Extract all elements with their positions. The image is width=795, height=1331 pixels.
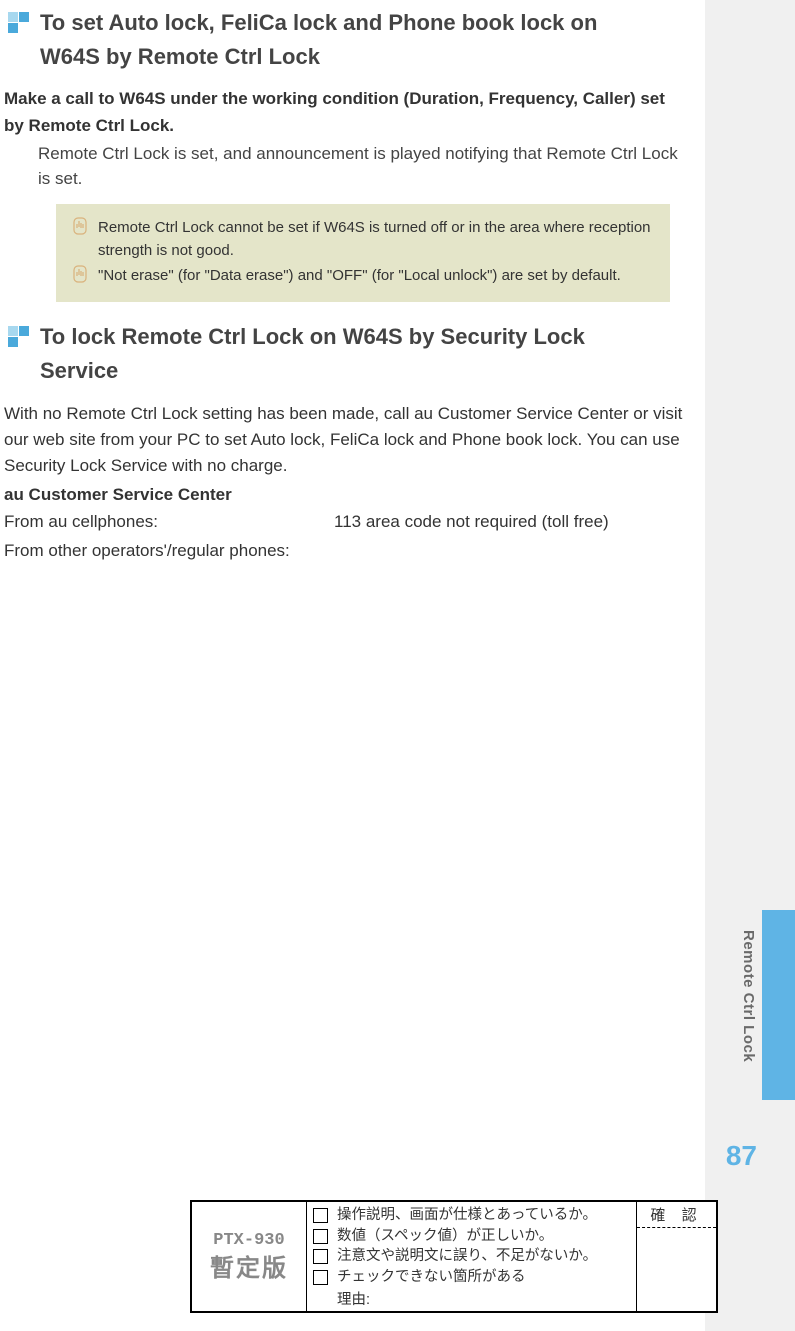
checkbox-icon[interactable] (313, 1208, 328, 1223)
contact-row-2: From other operators'/regular phones: (0, 537, 690, 566)
note-row-1: Remote Ctrl Lock cannot be set if W64S i… (72, 216, 654, 263)
review-checklist-box: PTX-930 暫定版 操作説明、画面が仕様とあっているか。 数値（スペック値）… (190, 1200, 718, 1313)
checkbox-icon[interactable] (313, 1249, 328, 1264)
side-section-label: Remote Ctrl Lock (740, 930, 757, 1062)
page-root: Remote Ctrl Lock 87 To set Auto lock, Fe… (0, 0, 795, 1331)
checkbox-icon[interactable] (313, 1229, 328, 1244)
heading-1-line1: To set Auto lock, FeliCa lock and Phone … (40, 6, 597, 40)
checkbox-icon[interactable] (313, 1270, 328, 1285)
note-box: Remote Ctrl Lock cannot be set if W64S i… (56, 204, 670, 303)
checklist-item-3: 注意文や説明文に誤り、不足がないか。 (313, 1247, 630, 1267)
hand-point-icon (72, 265, 88, 288)
note-text-2: "Not erase" (for "Data erase") and "OFF"… (98, 264, 621, 287)
heading-squares-icon (8, 12, 30, 39)
contact-row-1: From au cellphones: 113 area code not re… (0, 508, 690, 537)
paragraph-2: With no Remote Ctrl Lock setting has bee… (0, 393, 690, 480)
service-center-label: au Customer Service Center (0, 480, 690, 508)
heading-1-text: To set Auto lock, FeliCa lock and Phone … (40, 6, 597, 74)
review-provisional-label: 暫定版 (210, 1248, 288, 1283)
page-number: 87 (726, 1140, 757, 1172)
review-left-cell: PTX-930 暫定版 (192, 1202, 307, 1311)
note-text-1: Remote Ctrl Lock cannot be set if W64S i… (98, 216, 654, 263)
instruction-indent-1: Remote Ctrl Lock is set, and announcemen… (0, 139, 690, 192)
note-row-2: "Not erase" (for "Data erase") and "OFF"… (72, 264, 654, 288)
heading-1-line2: W64S by Remote Ctrl Lock (40, 40, 597, 74)
right-margin-column (705, 0, 795, 1331)
checklist-text-2: 数値（スペック値）が正しいか。 (337, 1227, 553, 1247)
heading-2: To lock Remote Ctrl Lock on W64S by Secu… (0, 320, 690, 388)
contact-row-1-label: From au cellphones: (4, 508, 334, 537)
heading-1: To set Auto lock, FeliCa lock and Phone … (0, 6, 690, 74)
checklist-item-1: 操作説明、画面が仕様とあっているか。 (313, 1206, 630, 1226)
checklist-text-1: 操作説明、画面が仕様とあっているか。 (337, 1206, 597, 1226)
checklist-text-4: チェックできない箇所がある (337, 1268, 526, 1288)
review-checklist: 操作説明、画面が仕様とあっているか。 数値（スペック値）が正しいか。 注意文や説… (307, 1202, 636, 1311)
hand-point-icon (72, 217, 88, 240)
heading-2-line1: To lock Remote Ctrl Lock on W64S by Secu… (40, 320, 585, 354)
checklist-reason-label: 理由: (313, 1288, 630, 1309)
heading-2-text: To lock Remote Ctrl Lock on W64S by Secu… (40, 320, 585, 388)
side-tab-accent (762, 910, 795, 1100)
heading-squares-icon (8, 326, 30, 353)
heading-2-line2: Service (40, 354, 585, 388)
review-confirm-cell: 確 認 (636, 1202, 716, 1311)
review-confirm-label: 確 認 (637, 1202, 716, 1228)
contact-row-1-value: 113 area code not required (toll free) (334, 508, 609, 537)
review-outer: PTX-930 暫定版 操作説明、画面が仕様とあっているか。 数値（スペック値）… (190, 1200, 718, 1313)
checklist-item-2: 数値（スペック値）が正しいか。 (313, 1227, 630, 1247)
checklist-item-4: チェックできない箇所がある (313, 1268, 630, 1288)
main-content: To set Auto lock, FeliCa lock and Phone … (0, 0, 690, 566)
instruction-bold-1: Make a call to W64S under the working co… (0, 78, 690, 139)
checklist-text-3: 注意文や説明文に誤り、不足がないか。 (337, 1247, 597, 1267)
contact-row-2-label: From other operators'/regular phones: (4, 537, 290, 566)
